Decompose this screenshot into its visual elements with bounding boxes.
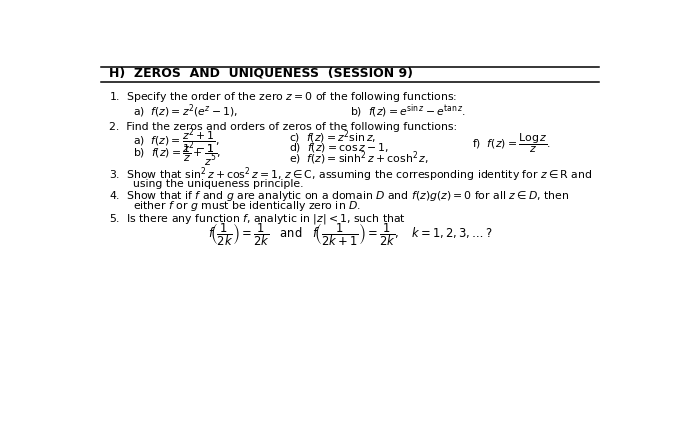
- Text: c)  $f(z) = z^2 \sin z,$: c) $f(z) = z^2 \sin z,$: [289, 129, 376, 146]
- Text: a)  $f(z) = \dfrac{z^2+1}{z^2-1},$: a) $f(z) = \dfrac{z^2+1}{z^2-1},$: [133, 126, 219, 156]
- Text: H)  ZEROS  AND  UNIQUENESS  (SESSION 9): H) ZEROS AND UNIQUENESS (SESSION 9): [109, 67, 413, 80]
- Text: b)  $f(z) = e^{\sin z} - e^{\tan z}$.: b) $f(z) = e^{\sin z} - e^{\tan z}$.: [350, 103, 466, 120]
- Text: e)  $f(z) = \sinh^2 z + \cosh^2 z,$: e) $f(z) = \sinh^2 z + \cosh^2 z,$: [289, 149, 429, 167]
- Text: b)  $f(z) = \dfrac{1}{z} + \dfrac{1}{z^5},$: b) $f(z) = \dfrac{1}{z} + \dfrac{1}{z^5}…: [133, 143, 221, 168]
- Text: 4.  Show that if $f$ and $g$ are analytic on a domain $D$ and $f(z)g(z) = 0$ for: 4. Show that if $f$ and $g$ are analytic…: [109, 189, 570, 203]
- Text: 5.  Is there any function $f$, analytic in $|z| < 1$, such that: 5. Is there any function $f$, analytic i…: [109, 212, 406, 226]
- Text: using the uniqueness principle.: using the uniqueness principle.: [133, 179, 303, 189]
- Text: either $f$ or $g$ must be identically zero in $D$.: either $f$ or $g$ must be identically ze…: [133, 198, 361, 213]
- Text: 2.  Find the zeros and orders of zeros of the following functions:: 2. Find the zeros and orders of zeros of…: [109, 122, 458, 132]
- Text: f)  $f(z) = \dfrac{\mathrm{Log}\, z}{z}.$: f) $f(z) = \dfrac{\mathrm{Log}\, z}{z}.$: [472, 131, 550, 155]
- Text: 3.  Show that $\sin^2 z + \cos^2 z = 1$, $z \in \mathrm{C}$, assuming the corres: 3. Show that $\sin^2 z + \cos^2 z = 1$, …: [109, 165, 593, 183]
- Text: $f\!\left(\dfrac{1}{2k}\right) = \dfrac{1}{2k}$   and   $f\!\left(\dfrac{1}{2k+1: $f\!\left(\dfrac{1}{2k}\right) = \dfrac{…: [208, 222, 492, 248]
- Text: 1.  Specify the order of the zero $z = 0$ of the following functions:: 1. Specify the order of the zero $z = 0$…: [109, 90, 458, 104]
- Text: d)  $f(z) = \cos z - 1,$: d) $f(z) = \cos z - 1,$: [289, 141, 389, 154]
- Text: a)  $f(z) = z^2(e^z - 1)$,: a) $f(z) = z^2(e^z - 1)$,: [133, 103, 238, 120]
